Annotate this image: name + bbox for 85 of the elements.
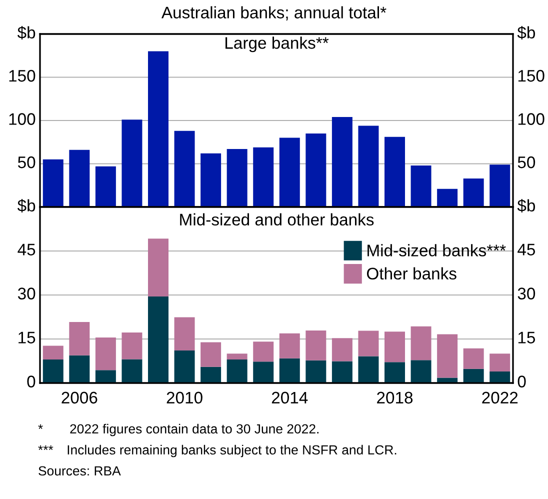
bar xyxy=(463,348,484,369)
y-tick-label: $b xyxy=(17,26,36,40)
bar xyxy=(148,296,168,383)
bar xyxy=(42,360,64,383)
legend-label: Other banks xyxy=(366,267,456,280)
bar xyxy=(122,332,142,360)
bar xyxy=(279,358,300,383)
text: * 2022 figures contain data to 30 June 2022. xyxy=(38,424,318,436)
bar xyxy=(437,334,458,378)
bar xyxy=(306,330,326,360)
y-tick-label: 15 xyxy=(18,332,36,344)
y2-tick-label: 15 xyxy=(518,332,536,344)
bar xyxy=(148,238,168,296)
source-note: Sources: RBA xyxy=(38,466,121,476)
bar xyxy=(384,362,405,383)
bar xyxy=(358,330,379,356)
bar xyxy=(122,359,142,383)
bar xyxy=(174,130,195,207)
bar xyxy=(226,354,248,360)
y2-tick-label: 0 xyxy=(518,376,526,388)
y-tick-label: 150 xyxy=(9,70,36,82)
y2-tick-label: 150 xyxy=(518,70,544,82)
bar xyxy=(226,149,248,207)
bar xyxy=(95,370,116,383)
bar xyxy=(332,338,352,362)
bar xyxy=(384,136,405,207)
bar xyxy=(69,355,90,383)
bar xyxy=(253,342,274,362)
bar xyxy=(69,322,90,356)
text: *** Includes remaining banks subject to the NSFR and LCR. xyxy=(38,444,396,458)
y-tick-label: 0 xyxy=(27,376,36,388)
y2-tick-label: 100 xyxy=(518,113,544,125)
y-tick-label: $b xyxy=(17,198,36,212)
y2-tick-label: $b xyxy=(517,26,536,40)
x-tick-label: 2010 xyxy=(166,392,202,404)
bar xyxy=(253,362,274,383)
bar xyxy=(200,342,222,367)
bar xyxy=(279,138,300,207)
bar xyxy=(410,326,432,360)
y-tick-label: 30 xyxy=(18,288,36,300)
y2-tick-label: 30 xyxy=(518,288,536,300)
chart-title: Mid-sized and other banks xyxy=(180,213,374,226)
bar xyxy=(42,346,64,360)
bar xyxy=(410,165,432,207)
bar xyxy=(200,366,222,383)
bar xyxy=(253,147,274,207)
bar xyxy=(490,354,510,372)
y-tick-label: 50 xyxy=(18,156,36,168)
bar xyxy=(358,126,379,207)
bar xyxy=(279,333,300,358)
y-tick-label: 100 xyxy=(9,113,36,125)
bar xyxy=(200,153,222,207)
bar xyxy=(490,164,510,207)
y2-tick-label: 45 xyxy=(518,244,536,256)
x-tick-label: 2022 xyxy=(482,392,518,404)
bar xyxy=(490,372,510,383)
bar xyxy=(226,360,248,383)
bar xyxy=(358,356,379,383)
y-tick-label: 45 xyxy=(18,244,36,256)
bar xyxy=(463,368,484,383)
bar xyxy=(410,360,432,383)
chart-subtitle: Large banks** xyxy=(226,36,329,52)
bar xyxy=(306,133,326,207)
bar xyxy=(69,150,90,207)
bar xyxy=(174,350,195,383)
bar xyxy=(306,360,326,383)
bar xyxy=(437,378,458,383)
legend-label: Mid-sized banks*** xyxy=(368,244,506,256)
bar xyxy=(95,338,116,370)
bar xyxy=(332,361,352,383)
bar xyxy=(174,317,195,350)
bar xyxy=(332,117,352,207)
bar xyxy=(437,188,458,207)
chart-title: Australian banks; annual total* xyxy=(161,6,386,20)
x-tick-label: 2018 xyxy=(377,392,413,404)
y2-tick-label: 50 xyxy=(518,156,536,168)
y2-tick-label: $b xyxy=(517,198,536,212)
bar xyxy=(384,332,405,362)
x-tick-label: 2014 xyxy=(272,392,308,404)
bar xyxy=(42,159,64,207)
bar xyxy=(148,51,168,207)
bar xyxy=(463,178,484,207)
x-tick-label: 2006 xyxy=(62,392,98,404)
bar xyxy=(95,166,116,207)
bar xyxy=(122,120,142,207)
